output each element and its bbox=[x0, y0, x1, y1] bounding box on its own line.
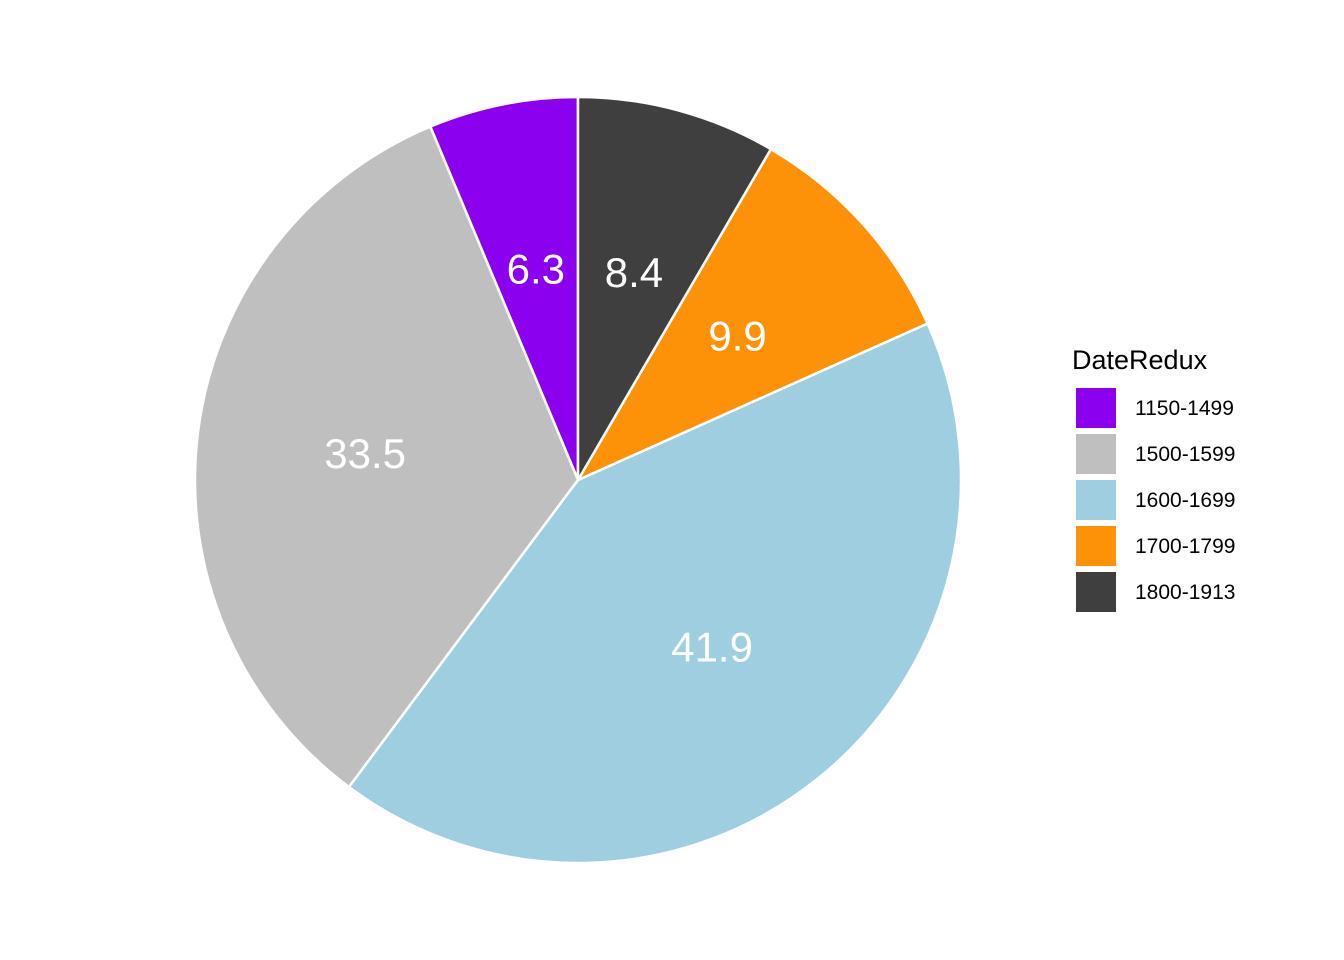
pie-slice-1500-1599 bbox=[193, 124, 580, 789]
legend-label-1600-1699: 1600-1699 bbox=[1135, 489, 1235, 512]
legend-label-1150-1499: 1150-1499 bbox=[1135, 397, 1234, 420]
pie-slices bbox=[193, 95, 963, 865]
pie-slice-1700-1799 bbox=[574, 147, 930, 483]
legend-items: 1150-1499 1500-1599 1600-1699 1700-1799 1800… bbox=[1076, 388, 1235, 612]
slice-label-1800-1913: 8.4 bbox=[605, 249, 663, 296]
legend-swatch-1700-1799 bbox=[1076, 526, 1116, 566]
pie-slice-1150-1499 bbox=[428, 95, 580, 481]
legend: DateRedux 1150-1499 1500-1599 1600-1699 170… bbox=[1072, 345, 1235, 612]
legend-swatch-1600-1699 bbox=[1076, 480, 1116, 520]
legend-title: DateRedux bbox=[1072, 345, 1208, 375]
slice-label-1500-1599: 33.5 bbox=[324, 430, 406, 477]
legend-label-1500-1599: 1500-1599 bbox=[1135, 443, 1235, 466]
pie-slice-1800-1913 bbox=[576, 95, 773, 485]
pie-slice-1600-1699 bbox=[347, 321, 963, 865]
slice-label-1150-1499: 6.3 bbox=[507, 246, 565, 293]
legend-swatch-1500-1599 bbox=[1076, 434, 1116, 474]
slice-label-1600-1699: 41.9 bbox=[671, 623, 753, 670]
legend-label-1800-1913: 1800-1913 bbox=[1135, 581, 1235, 604]
legend-label-1700-1799: 1700-1799 bbox=[1135, 535, 1235, 558]
slice-labels: 6.3 33.5 41.9 9.9 8.4 bbox=[324, 246, 766, 671]
legend-swatch-1800-1913 bbox=[1076, 572, 1116, 612]
legend-swatch-1150-1499 bbox=[1076, 388, 1116, 428]
slice-label-1700-1799: 9.9 bbox=[708, 313, 766, 360]
